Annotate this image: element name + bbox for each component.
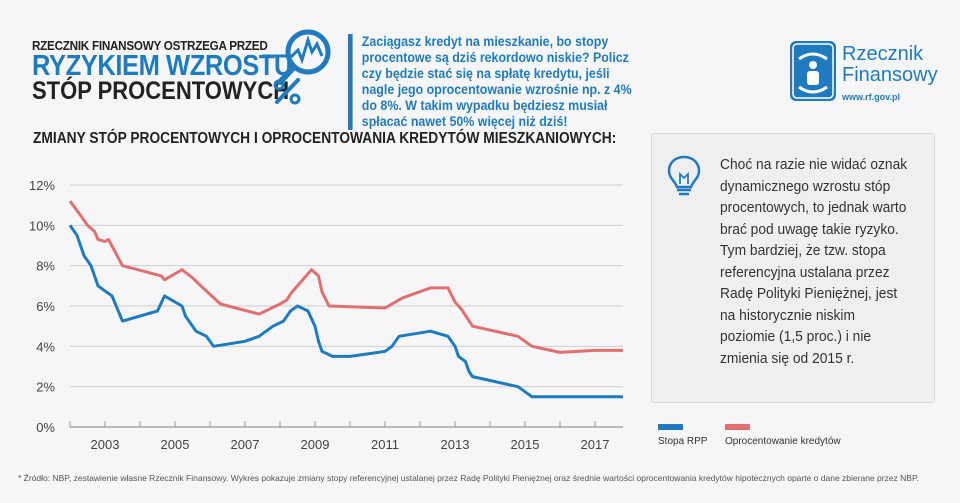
y-tick-label: 6%: [36, 299, 55, 314]
series-line-oprocentowanie: [68, 200, 623, 354]
y-tick-label: 12%: [29, 178, 55, 193]
legend-label-rpp: Stopa RPP: [658, 436, 708, 447]
y-tick-label: 4%: [36, 339, 55, 354]
x-tick-label: 2003: [91, 437, 120, 452]
logo-name-line2: Finansowy: [842, 64, 938, 86]
series-lines: [68, 200, 623, 399]
logo-name: Rzecznik Finansowy: [842, 44, 938, 86]
footnote: * Źródło: NBP, zestawienie własne Rzeczn…: [18, 473, 919, 483]
x-tick-label: 2009: [301, 437, 330, 452]
x-tick-label: 2011: [371, 437, 399, 452]
header-title: RYZYKIEM WZROSTU: [32, 50, 292, 82]
x-axis: 2003 2005 2007 2009 2011 2013 2015 2017: [69, 421, 623, 452]
x-tick-label: 2005: [161, 437, 190, 452]
intro-text: Zaciągasz kredyt na mieszkanie, bo stopy…: [348, 34, 638, 130]
header-subtitle: STÓP PROCENTOWYCH: [32, 77, 290, 105]
series-line-stopa-rpp: [68, 224, 623, 399]
header-supertitle: RZECZNIK FINANSOWY OSTRZEGA PRZED: [32, 38, 268, 53]
hands-protecting-person-icon: [790, 41, 836, 101]
legend-swatch-loans: [725, 424, 750, 430]
y-tick-label: 2%: [36, 380, 55, 395]
grid: [70, 184, 623, 388]
x-tick-label: 2013: [441, 437, 470, 452]
lightbulb-icon: [667, 155, 701, 196]
x-tick-label: 2015: [511, 437, 540, 452]
legend-item-rpp: Stopa RPP: [658, 424, 707, 447]
logo-name-line1: Rzecznik: [842, 43, 924, 65]
y-axis: 0% 2% 4% 6% 8% 10% 12%: [29, 178, 55, 435]
chart-title: ZMIANY STÓP PROCENTOWYCH I OPROCENTOWANI…: [33, 130, 617, 147]
legend-swatch-rpp: [658, 424, 683, 430]
logo-url: www.rf.gov.pl: [842, 92, 900, 102]
legend-label-loans: Oprocentowanie kredytów: [725, 436, 841, 447]
info-box: Choć na razie nie widać oznak dynamiczne…: [651, 133, 935, 403]
x-tick-label: 2007: [231, 437, 260, 452]
info-text: Choć na razie nie widać oznak dynamiczne…: [720, 156, 908, 367]
x-tick-label: 2017: [581, 437, 610, 452]
y-tick-label: 0%: [36, 420, 55, 435]
magnifier-chart-percent-icon: [262, 29, 331, 105]
y-tick-label: 10%: [29, 218, 55, 233]
legend-item-loans: Oprocentowanie kredytów: [725, 424, 841, 447]
y-tick-label: 8%: [36, 259, 55, 274]
